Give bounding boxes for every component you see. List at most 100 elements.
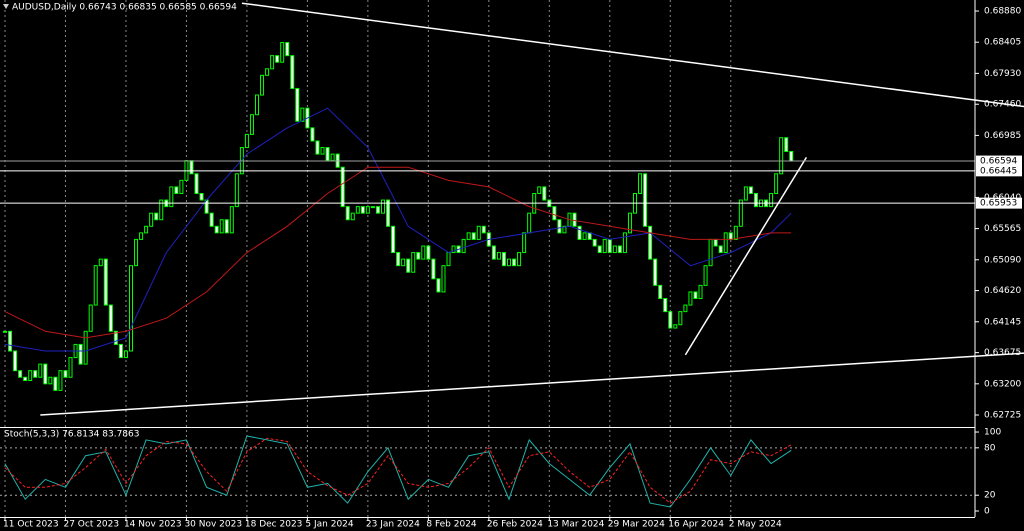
candle — [28, 370, 33, 382]
candle — [260, 74, 265, 96]
candle — [587, 232, 592, 240]
candle — [461, 238, 466, 254]
candle — [381, 199, 385, 214]
candle — [733, 225, 738, 240]
candle — [118, 343, 123, 359]
candle — [154, 212, 159, 221]
candle — [224, 219, 229, 234]
y-tick-label: 100 — [984, 428, 1001, 438]
candle — [592, 238, 597, 247]
candle — [557, 219, 562, 234]
candle — [68, 357, 73, 378]
price-label-box — [976, 165, 1022, 177]
x-tick-label: 8 Feb 2024 — [426, 520, 477, 530]
candle — [602, 238, 607, 254]
x-tick-label: 23 Jan 2024 — [366, 520, 420, 530]
candle — [658, 284, 663, 299]
candle — [63, 370, 68, 378]
trendline — [241, 2, 1024, 108]
candle — [638, 173, 643, 194]
candle — [713, 238, 718, 247]
candle — [244, 133, 249, 149]
candle — [330, 153, 335, 162]
candle — [370, 206, 375, 209]
candle — [98, 258, 103, 267]
candle — [325, 147, 330, 162]
candle — [476, 225, 481, 240]
candle — [723, 232, 728, 254]
candle — [748, 186, 753, 194]
candle — [491, 245, 496, 260]
candle — [189, 160, 194, 175]
candle — [78, 343, 83, 365]
x-tick-label: 13 Mar 2024 — [547, 520, 604, 530]
candle — [622, 232, 627, 254]
y-tick-label: 0.68405 — [984, 38, 1021, 48]
x-tick-label: 29 Mar 2024 — [608, 520, 665, 530]
candle — [38, 363, 43, 378]
candle — [3, 330, 7, 333]
candle — [365, 206, 370, 214]
candle — [774, 173, 779, 194]
y-tick-label: 0.66985 — [984, 131, 1021, 141]
moving-average — [4, 107, 792, 352]
candle — [426, 245, 431, 260]
indicator-title: Stoch(5,3,3) 76.8134 83.7863 — [4, 430, 139, 440]
candle — [718, 245, 723, 254]
candle — [537, 186, 542, 194]
candle — [441, 265, 446, 293]
candle — [270, 55, 275, 70]
candle — [194, 173, 199, 194]
candle — [18, 370, 23, 378]
candle — [219, 219, 224, 234]
y-tick-label: 0.62725 — [984, 410, 1021, 420]
candle — [179, 179, 184, 194]
x-tick-label: 16 Apr 2024 — [668, 520, 724, 530]
candle — [708, 238, 713, 267]
candle — [209, 212, 214, 227]
candle — [471, 232, 476, 240]
price-label-box — [976, 155, 1022, 167]
candle — [416, 252, 421, 260]
candle — [612, 245, 617, 254]
candle — [517, 252, 522, 267]
candle — [265, 68, 270, 76]
candle — [43, 363, 48, 385]
candle — [401, 258, 406, 267]
candle — [683, 304, 688, 313]
candle — [663, 297, 668, 313]
y-tick-label: 0.67930 — [984, 69, 1021, 79]
candle — [552, 206, 557, 221]
y-tick-label: 20 — [984, 491, 996, 501]
candle — [789, 150, 794, 162]
candle — [350, 212, 355, 221]
symbol-icon — [3, 4, 9, 9]
candle — [753, 192, 758, 208]
candle — [8, 330, 13, 352]
candle — [406, 258, 411, 273]
candle — [501, 252, 506, 267]
candle — [597, 245, 602, 254]
candle — [123, 350, 128, 359]
candle — [648, 225, 653, 260]
candle — [542, 186, 547, 201]
candle — [391, 225, 396, 254]
candle — [411, 252, 416, 273]
y-tick-label: 0.64145 — [984, 317, 1021, 327]
candle — [617, 245, 622, 254]
candle — [285, 42, 290, 57]
trendline — [684, 157, 808, 356]
candle — [174, 186, 179, 194]
y-tick-label: 0.68880 — [984, 7, 1021, 17]
x-tick-label: 26 Feb 2024 — [487, 520, 543, 530]
candle — [396, 252, 401, 267]
candle — [83, 330, 88, 365]
candle — [295, 87, 300, 122]
candle — [421, 245, 426, 260]
candle — [48, 376, 53, 385]
stochastic-line — [4, 435, 792, 508]
price-label: 0.66594 — [980, 157, 1017, 167]
candle — [144, 225, 149, 234]
